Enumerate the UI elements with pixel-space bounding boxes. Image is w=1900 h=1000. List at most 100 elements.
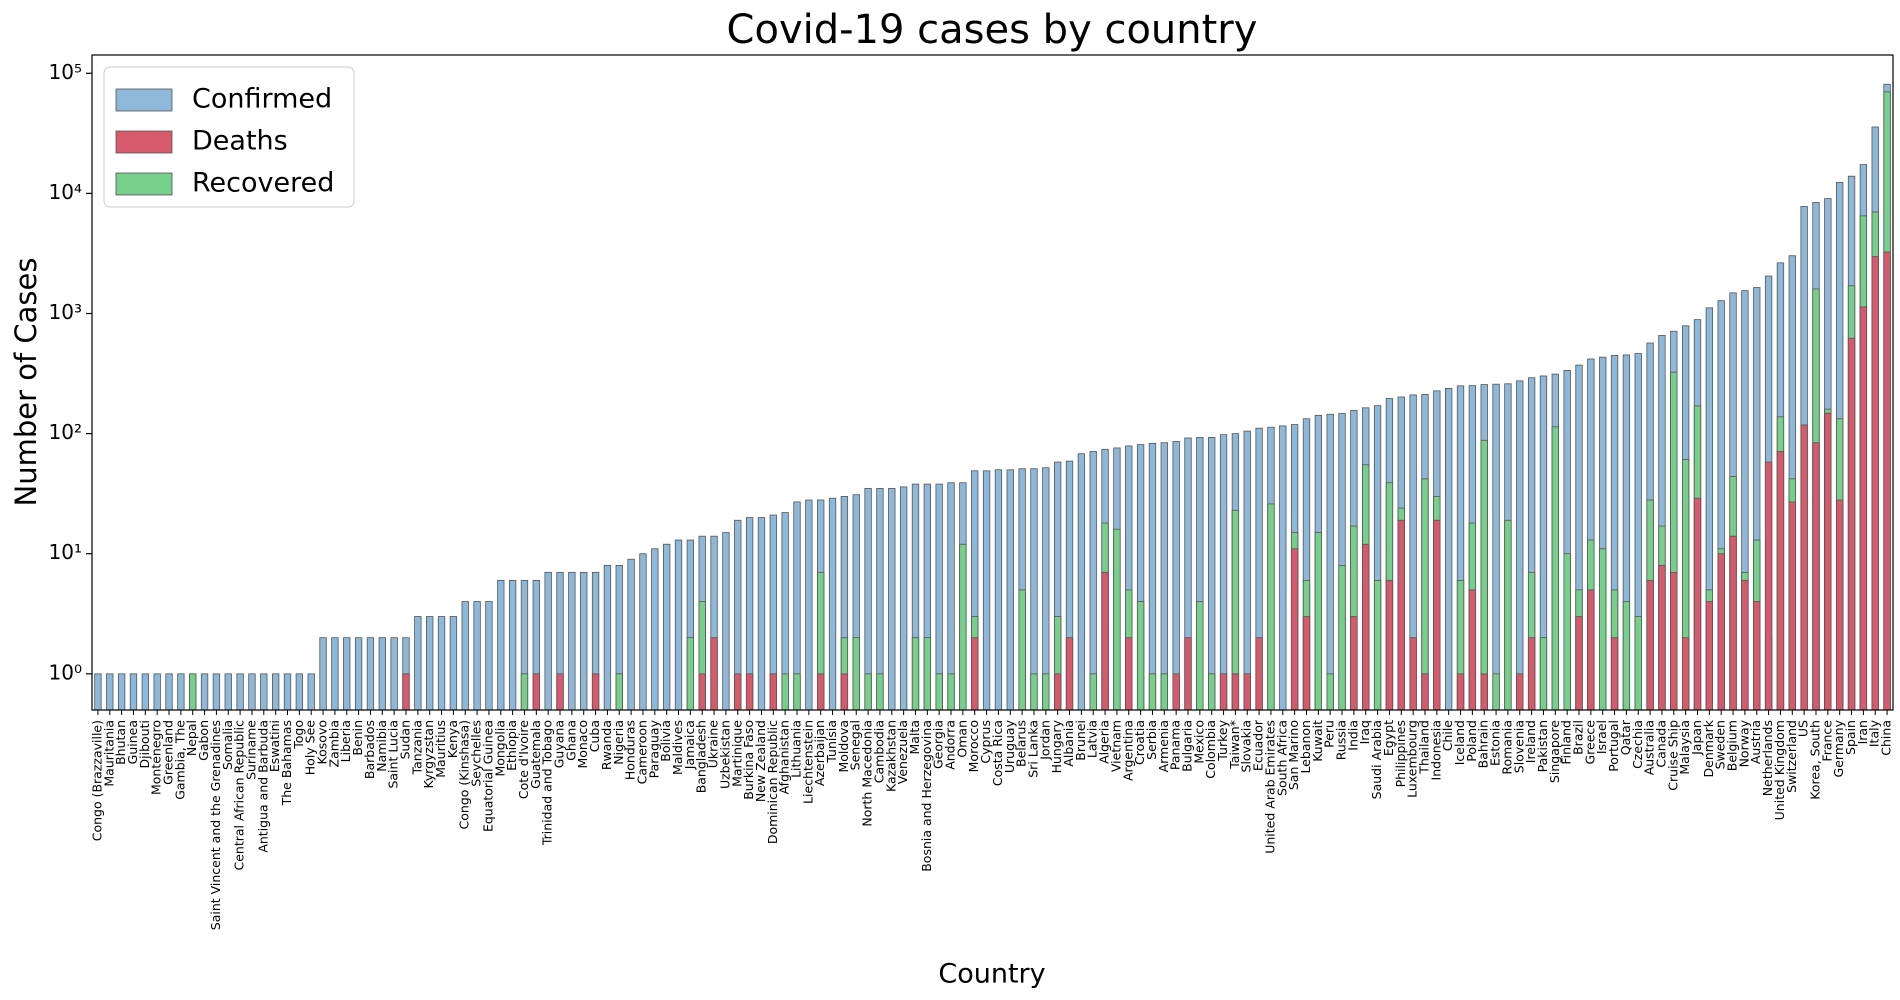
x-tick-label: Netherlands [1760, 720, 1775, 796]
y-tick-label: 10³ [49, 300, 82, 324]
x-tick-label: Guatemala [528, 720, 543, 789]
x-tick-label: Honduras [623, 720, 638, 780]
bar [698, 673, 706, 711]
bar [1693, 497, 1702, 711]
x-tick-label: Bulgaria [1180, 720, 1195, 772]
bar [354, 637, 363, 711]
x-tick-label: Luxembourg [1405, 720, 1420, 798]
bar [437, 616, 446, 711]
x-tick-label: Dominican Republic [765, 720, 780, 844]
bar [911, 637, 920, 711]
legend-swatch [115, 88, 173, 112]
bar [1243, 673, 1251, 711]
x-tick-label: Jordan [1037, 720, 1052, 761]
bar [1705, 601, 1714, 711]
x-tick-label: Thailand [1416, 720, 1431, 775]
bar [1326, 413, 1334, 711]
x-tick-label: France [1819, 720, 1834, 762]
x-tick-label: Cyprus [978, 720, 993, 764]
x-tick-label: Ecuador [1251, 719, 1266, 771]
bar [1030, 673, 1038, 711]
bar [1658, 564, 1666, 711]
x-tick-label: Kazakhstan [883, 720, 898, 792]
bar [1753, 601, 1761, 711]
bar [840, 673, 849, 711]
x-tick-label: Kosovo [315, 720, 330, 764]
x-tick-label: Djibouti [137, 720, 152, 768]
x-tick-label: Israel [1594, 720, 1609, 754]
x-tick-label: Martinique [729, 720, 744, 787]
x-tick-label: Japan [1689, 720, 1704, 756]
x-tick-label: Georgia [931, 720, 946, 769]
bar [1148, 673, 1157, 711]
bar [212, 673, 221, 711]
bar [734, 673, 742, 711]
x-tick-label: Nepal [184, 720, 199, 756]
x-tick-label: Ireland [1523, 720, 1538, 763]
bar [1634, 616, 1642, 711]
x-tick-label: Trinidad and Tobago [540, 720, 555, 846]
bar [1089, 673, 1097, 711]
bar [1397, 519, 1405, 711]
bar [1836, 499, 1844, 711]
x-tick-label: Malta [907, 720, 922, 754]
bar [1018, 589, 1026, 711]
x-tick-label: Ghana [563, 720, 578, 761]
bar [461, 601, 469, 711]
plot-frame [91, 54, 1894, 711]
bar [603, 564, 612, 711]
bar [331, 637, 339, 711]
bar [1208, 673, 1216, 711]
bar [283, 673, 292, 711]
bar [1338, 564, 1346, 711]
x-tick-label: Liberia [338, 720, 353, 762]
bar [307, 673, 315, 711]
bar [1196, 601, 1204, 711]
bar [1563, 553, 1571, 711]
bar [1575, 616, 1583, 711]
x-tick-label: Slovenia [1511, 720, 1526, 773]
bar [117, 673, 126, 711]
x-tick-label: Latvia [1085, 720, 1100, 758]
x-tick-label: Denmark [1701, 719, 1716, 777]
x-tick-label: Saint Lucia [386, 720, 401, 789]
x-tick-label: Kyrgyzstan [421, 720, 436, 789]
x-tick-label: Spain [1843, 720, 1858, 755]
x-tick-label: Ukraine [706, 720, 721, 769]
bar [651, 548, 659, 711]
bar [674, 539, 683, 711]
x-tick-label: Italy [1867, 719, 1882, 747]
bar [1409, 637, 1417, 711]
bar [343, 637, 351, 711]
x-tick-label: Azerbaijan [812, 720, 827, 786]
bar [1160, 442, 1168, 711]
bar [876, 673, 884, 711]
bar [1054, 673, 1062, 711]
x-tick-label: Gabon [196, 720, 211, 761]
x-tick-label: Nigeria [611, 720, 626, 765]
x-tick-label: Brazil [1571, 720, 1586, 755]
bar [591, 673, 600, 711]
y-tick-label: 10⁴ [49, 180, 82, 204]
bar [1184, 637, 1192, 711]
bar [485, 601, 493, 711]
x-tick-label: Greece [1582, 720, 1597, 765]
bar [1148, 442, 1157, 711]
bar [1456, 673, 1465, 711]
x-tick-label: Cote d'Ivoire [516, 720, 531, 799]
bar [1350, 616, 1358, 711]
x-tick-label: Monaco [575, 720, 590, 769]
legend-swatch [115, 172, 173, 196]
x-tick-label: Belarus [1014, 720, 1029, 767]
x-tick-label: China [1879, 720, 1894, 756]
y-tick-label: 10⁰ [49, 660, 82, 684]
bar [1362, 543, 1370, 711]
bar [1646, 579, 1654, 711]
bar [710, 637, 718, 711]
x-tick-label: Congo (Kinshasa) [457, 720, 472, 829]
y-axis-label: Number of Cases [9, 258, 43, 507]
x-tick-label: Serbia [1144, 720, 1159, 760]
x-tick-label: Mongolia [492, 720, 507, 777]
x-tick-label: Uzbekistan [717, 720, 732, 789]
bar [165, 673, 173, 711]
